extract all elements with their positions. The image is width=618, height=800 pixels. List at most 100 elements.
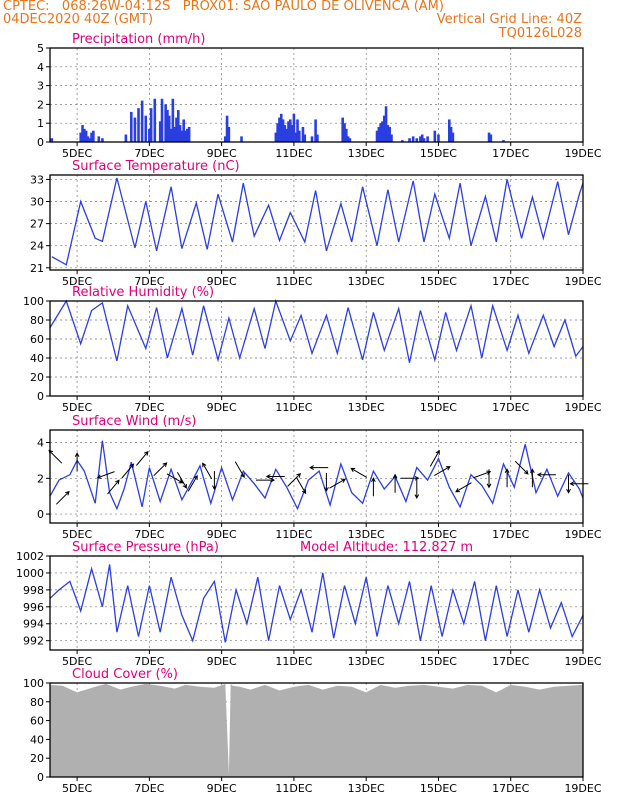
y-tick-label: 20: [30, 371, 44, 384]
precip-bar: [137, 108, 140, 142]
x-tick-label: 5DEC: [62, 401, 92, 414]
panel-frame: [49, 174, 584, 271]
y-tick-label: 996: [23, 601, 44, 614]
precip-bar: [149, 108, 153, 142]
precip-bar: [310, 136, 314, 142]
x-tick-label: 19DEC: [564, 782, 601, 795]
precip-bar: [225, 115, 229, 142]
wind-arrow: [287, 472, 302, 487]
panel-annotation: Model Altitude: 112.827 m: [300, 540, 473, 555]
y-tick-label: 20: [30, 752, 44, 765]
x-tick-label: 19DEC: [564, 655, 601, 668]
x-tick-label: 15DEC: [420, 275, 457, 288]
precip-bar: [433, 130, 437, 142]
wind-arrow: [153, 462, 168, 477]
wind-arrow: [514, 460, 529, 475]
x-tick-label: 15DEC: [420, 782, 457, 795]
panel-precipitation-mm-h: 0 1 2 3 4 5 5DEC 7DEC 9DEC 11DEC 13DEC 15DEC 17DEC 19…: [37, 32, 602, 160]
x-tick-label: 19DEC: [564, 528, 601, 541]
wind-arrow: [265, 474, 285, 479]
panel-title: Surface Wind (m/s): [72, 414, 196, 429]
y-tick-label: 998: [23, 584, 44, 597]
precip-bar: [314, 119, 317, 142]
precip-bar: [171, 98, 175, 142]
y-tick-label: 60: [30, 333, 44, 346]
series-line: [51, 177, 584, 266]
x-tick-label: 17DEC: [492, 275, 529, 288]
panel-frame: [49, 555, 584, 651]
wind-arrow: [429, 449, 440, 467]
header-location: CPTEC: 068:26W-04:12S PROX01: SAO PAULO …: [3, 0, 444, 14]
precip-bar: [178, 125, 182, 142]
y-tick-label: 30: [30, 196, 44, 209]
precip-bar: [386, 125, 390, 142]
wind-arrow: [136, 450, 149, 466]
precip-bar: [92, 130, 95, 142]
precip-bar: [377, 126, 381, 142]
precip-bar: [279, 113, 283, 142]
wind-arrow: [212, 471, 217, 491]
precip-bar: [186, 128, 189, 142]
wind-arrow: [569, 481, 589, 487]
wind-arrow: [48, 449, 63, 464]
header-vertical-grid-line: Vertical Grid Line: 40Z: [436, 12, 582, 27]
y-tick-label: 27: [30, 218, 44, 231]
precip-bar: [86, 136, 90, 142]
precip-bar: [451, 132, 455, 142]
panel-title: Relative Humidity (%): [72, 285, 214, 300]
precip-bar: [274, 132, 278, 142]
y-tick-label: 992: [23, 635, 44, 648]
x-tick-label: 9DEC: [207, 655, 237, 668]
precip-bar: [176, 110, 180, 142]
precip-bar: [164, 104, 167, 142]
wind-arrow: [166, 473, 184, 484]
y-tick-label: 100: [23, 295, 44, 308]
x-tick-label: 11DEC: [275, 782, 312, 795]
panel-frame: [49, 300, 584, 397]
panel-title: Surface Pressure (hPa): [72, 540, 219, 555]
y-tick-label: 80: [30, 696, 44, 709]
precip-bar: [276, 123, 279, 142]
precip-bar: [401, 140, 404, 142]
wind-arrow: [234, 461, 245, 478]
precip-bar: [343, 123, 346, 142]
series-precipitation-mm-h: [50, 98, 505, 142]
precip-bar: [437, 134, 440, 142]
panel-title: Surface Temperature (nC): [72, 159, 240, 174]
x-tick-label: 11DEC: [275, 655, 312, 668]
panel-surface-pressure-hpa: 992 994 996 998 1000 1002 5DEC 7DEC 9DEC 11DEC 13D…: [16, 540, 602, 668]
precip-bar: [290, 125, 294, 142]
y-tick-label: 24: [30, 240, 44, 253]
x-tick-label: 13DEC: [348, 782, 385, 795]
precip-bar: [426, 136, 429, 142]
precip-bar: [379, 123, 382, 142]
precip-bar: [278, 117, 281, 142]
precip-bar: [487, 132, 491, 142]
y-tick-label: 0: [37, 390, 44, 403]
wind-arrows: [48, 449, 589, 505]
panel-title: Precipitation (mm/h): [72, 32, 205, 47]
panel-cloud-cover: 0 20 40 60 80 100 5DEC 7DEC 9DEC 11DEC 13DEC 15DEC 1…: [23, 667, 602, 795]
wind-arrow: [107, 479, 120, 495]
precip-bar: [390, 134, 393, 142]
precip-bar: [301, 126, 305, 142]
precip-bar: [144, 115, 148, 142]
y-tick-label: 994: [23, 618, 44, 631]
x-tick-label: 7DEC: [134, 275, 164, 288]
precip-bar: [447, 119, 451, 142]
x-tick-label: 7DEC: [134, 655, 164, 668]
wind-arrow: [536, 472, 556, 478]
precip-bar: [50, 138, 54, 142]
panel-frame: [49, 47, 584, 143]
precip-bar: [411, 136, 415, 142]
precip-bar: [169, 128, 173, 142]
precip-bar: [345, 128, 348, 142]
y-tick-label: 21: [30, 262, 44, 275]
panel-frame: [49, 682, 584, 778]
wind-arrow: [566, 474, 571, 494]
precip-bar: [175, 117, 178, 142]
wind-arrow: [504, 468, 510, 488]
precip-bar: [384, 106, 388, 142]
precip-bar: [341, 117, 344, 142]
